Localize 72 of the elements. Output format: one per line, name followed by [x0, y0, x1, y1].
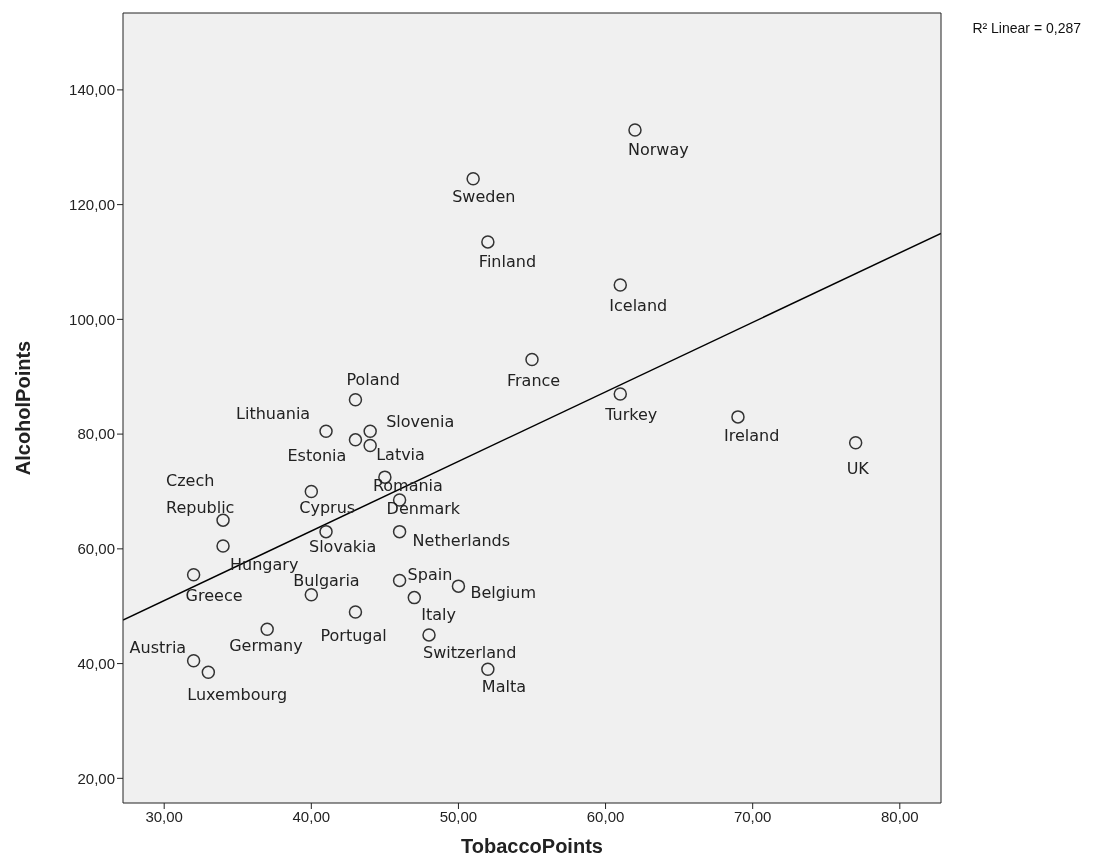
annotation: Germany	[229, 635, 303, 655]
point	[613, 387, 628, 401]
y-tick-label: 40,00	[77, 654, 115, 672]
annotation: Switzerland	[423, 642, 517, 662]
annotation: Latvia	[376, 444, 425, 464]
point	[422, 628, 436, 642]
annotation: Cyprus	[299, 497, 356, 517]
annotation: Ireland	[723, 425, 780, 445]
point	[731, 410, 745, 424]
point	[466, 172, 480, 186]
annotation: Austria	[129, 637, 187, 657]
point	[348, 605, 363, 619]
y-tick-label: 20,00	[77, 769, 115, 787]
x-tick-label: 80,00	[881, 807, 919, 825]
point	[319, 524, 333, 539]
y-tick-label: 140,00	[69, 81, 115, 99]
x-tick-label: 70,00	[733, 807, 772, 825]
point	[525, 352, 539, 367]
point	[848, 435, 863, 450]
point	[186, 653, 201, 668]
point	[613, 278, 628, 292]
annotation: Slovakia	[309, 536, 377, 556]
annotation: Lithuania	[236, 403, 311, 423]
annotation: Iceland	[609, 295, 668, 315]
annotation: Estonia	[287, 445, 347, 465]
annotation: Norway	[627, 139, 689, 159]
annotation: Italy	[421, 604, 457, 624]
x-tick-label: 40,00	[292, 807, 331, 825]
x-tick-label: 30,00	[145, 807, 183, 825]
x-tick-label: 50,00	[439, 807, 478, 825]
point	[348, 433, 363, 447]
y-tick-label: 80,00	[77, 425, 115, 443]
point	[407, 590, 422, 605]
annotation: Portugal	[320, 625, 387, 645]
point	[201, 665, 216, 679]
point	[348, 392, 363, 407]
point	[392, 573, 407, 588]
point	[481, 662, 495, 677]
annotation: Spain	[407, 564, 453, 584]
point	[451, 579, 466, 593]
annotation: Turkey	[604, 404, 658, 424]
y-tick-label: 60,00	[77, 540, 115, 558]
point	[363, 438, 377, 453]
annotation: Greece	[185, 585, 243, 605]
annotation: Bulgaria	[293, 570, 360, 590]
point	[319, 424, 333, 438]
point	[363, 424, 377, 438]
point	[304, 484, 319, 499]
annotation: Denmark	[386, 498, 461, 518]
annotation: Finland	[478, 251, 537, 271]
annotation: Malta	[481, 676, 526, 696]
y-tick-label: 100,00	[69, 310, 115, 328]
annotation: Netherlands	[412, 530, 511, 550]
point	[628, 123, 642, 137]
annotation: France	[507, 370, 561, 390]
annotation: Luxembourg	[187, 684, 288, 704]
y-tick-label: 120,00	[69, 195, 115, 213]
annotation: Poland	[346, 369, 400, 389]
x-tick-label: 60,00	[586, 807, 625, 825]
annotation: Sweden	[452, 186, 516, 206]
annotation: Belgium	[470, 582, 537, 602]
annotation: Slovenia	[386, 411, 455, 431]
point	[481, 235, 495, 249]
x-axis-title: TobaccoPoints	[461, 835, 603, 857]
point	[260, 622, 274, 636]
annotation: UK	[846, 458, 870, 478]
point	[186, 567, 201, 582]
point	[216, 539, 230, 553]
annotation: Czech Republic	[166, 470, 235, 517]
point	[392, 524, 407, 539]
y-axis-title: AlcoholPoints	[12, 340, 35, 476]
text: R² Linear = 0,287	[972, 20, 1081, 36]
